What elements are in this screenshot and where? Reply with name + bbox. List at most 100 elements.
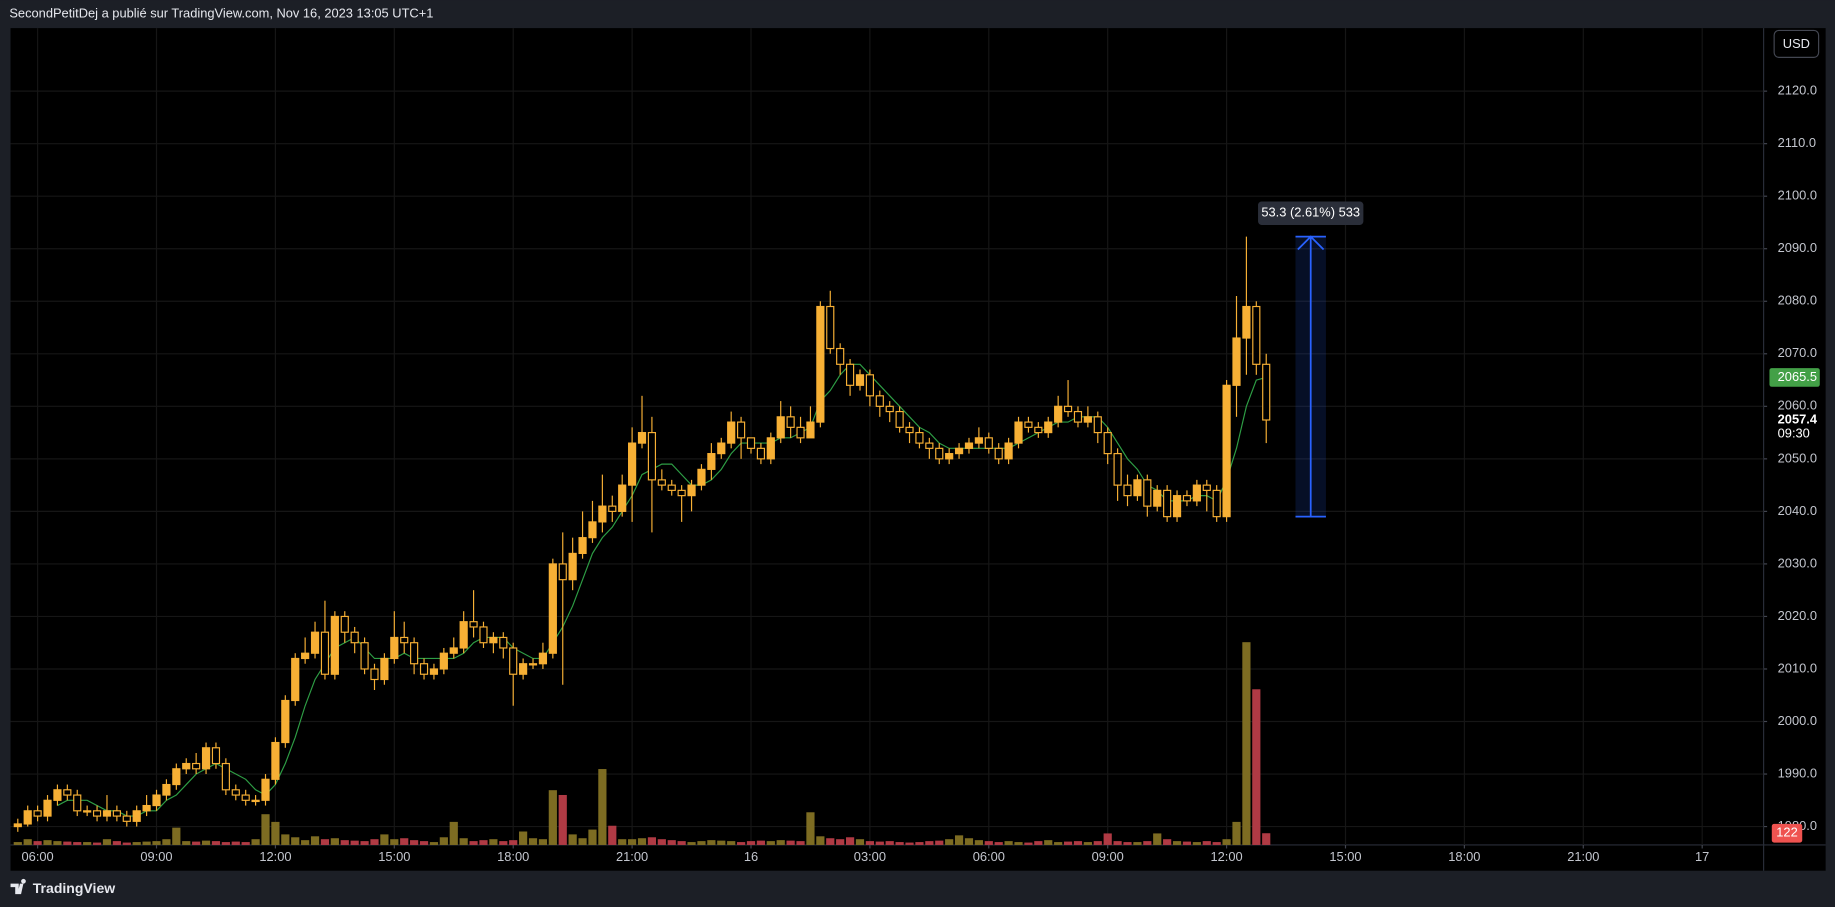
candle-body xyxy=(915,432,924,444)
volume-bar xyxy=(350,840,359,845)
candle-body xyxy=(885,405,894,413)
volume-bar xyxy=(1004,841,1013,845)
candle-body xyxy=(1262,363,1271,421)
x-tick-label: 03:00 xyxy=(854,849,886,864)
volume-bar xyxy=(63,841,72,845)
y-tick-label: 2090.0 xyxy=(1778,240,1817,255)
candle-body xyxy=(102,810,112,817)
candle-body xyxy=(628,442,637,486)
grid xyxy=(10,28,1764,845)
candle-body xyxy=(657,479,666,486)
volume-bar xyxy=(122,842,131,845)
volume-bar xyxy=(162,839,171,845)
candle-body xyxy=(340,615,349,633)
volume-bar xyxy=(23,839,32,845)
volume-bar xyxy=(429,842,439,845)
volume-bar xyxy=(657,839,666,845)
volume-bar xyxy=(598,769,607,845)
candle-body xyxy=(766,437,775,460)
candle-body xyxy=(548,563,557,654)
candle-body xyxy=(429,668,439,675)
candle-body xyxy=(182,762,191,770)
volume-bar xyxy=(271,821,280,845)
y-tick-label: 1990.0 xyxy=(1778,765,1817,780)
volume-bar xyxy=(885,841,894,845)
candle-body xyxy=(865,374,874,397)
volume-bar xyxy=(489,839,498,845)
measure-tool: 53.3 (2.61%) 533 xyxy=(1258,201,1364,518)
volume-bar xyxy=(172,827,181,845)
candle-body xyxy=(479,626,488,644)
volume-bar xyxy=(469,841,478,845)
volume-bar xyxy=(112,841,121,845)
volume-bar xyxy=(875,841,884,845)
candle-body xyxy=(291,657,300,702)
y-tick-label: 2050.0 xyxy=(1778,450,1817,465)
candle-body xyxy=(1182,495,1192,502)
last-price-box xyxy=(1769,410,1820,444)
volume-bar xyxy=(1242,642,1251,845)
volume-bar xyxy=(1093,841,1102,845)
volume-bar xyxy=(340,840,349,845)
volume-bar xyxy=(915,842,924,845)
volume-bar xyxy=(618,839,627,845)
candle-body xyxy=(538,652,548,665)
x-tick-label: 12:00 xyxy=(259,849,291,864)
candle-body xyxy=(53,789,62,801)
candle-body xyxy=(83,810,92,813)
volume-bar xyxy=(92,842,102,845)
volume-bar xyxy=(647,837,657,845)
candle-body xyxy=(1103,432,1112,455)
candle-body xyxy=(1163,489,1172,518)
ma-price-label: 2065.5 xyxy=(1778,369,1817,384)
volume-bar xyxy=(1232,821,1241,845)
currency-label[interactable]: USD xyxy=(1783,36,1810,51)
volume-bar xyxy=(717,840,726,845)
candle-body xyxy=(320,631,330,675)
currency-button[interactable] xyxy=(1773,29,1820,58)
volume xyxy=(13,642,1271,845)
volume-bar xyxy=(1133,842,1142,845)
volume-bar xyxy=(984,841,993,845)
volume-bar xyxy=(935,840,944,845)
candle-body xyxy=(1063,405,1073,413)
y-tick-label: 2010.0 xyxy=(1778,660,1817,675)
volume-bar xyxy=(1123,842,1132,845)
volume-bar xyxy=(83,842,92,845)
volume-bar xyxy=(756,840,766,845)
volume-bar xyxy=(43,840,52,845)
volume-bar xyxy=(1262,833,1271,845)
candle-body xyxy=(92,810,102,817)
candle-body xyxy=(826,305,835,350)
candle-body xyxy=(132,810,141,822)
candle-body xyxy=(211,747,221,765)
volume-bar xyxy=(499,841,508,845)
candle-body xyxy=(221,762,230,791)
ma-line xyxy=(57,363,1267,817)
candle-body xyxy=(519,663,528,675)
candle-body xyxy=(875,395,884,407)
candle-body xyxy=(152,794,161,807)
candle-body xyxy=(1034,426,1043,434)
candle-body xyxy=(776,416,785,439)
candle-body xyxy=(271,741,280,780)
candle-body xyxy=(618,484,627,512)
volume-bar xyxy=(895,842,904,845)
volume-bar xyxy=(142,841,151,845)
volume-bar xyxy=(509,840,518,845)
volume-bar xyxy=(637,838,647,845)
volume-bar xyxy=(687,842,696,845)
volume-bar xyxy=(905,842,914,845)
candle-body xyxy=(667,484,676,491)
y-tick-label: 2110.0 xyxy=(1778,135,1816,150)
x-tick-label: 17 xyxy=(1695,849,1709,864)
x-tick-label: 16 xyxy=(744,849,758,864)
candle-body xyxy=(727,421,736,444)
y-tick-label: 2040.0 xyxy=(1778,503,1817,518)
volume-bar xyxy=(201,840,211,845)
candle-body xyxy=(1004,442,1013,460)
x-tick-label: 15:00 xyxy=(378,849,410,864)
candle-body xyxy=(310,631,320,654)
